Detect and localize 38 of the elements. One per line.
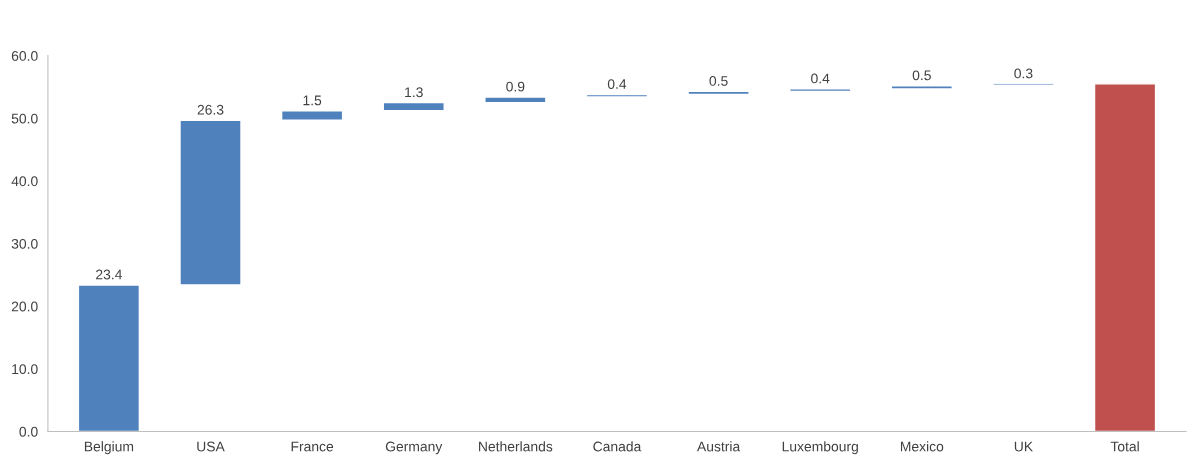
bar (280, 110, 344, 121)
bar (687, 90, 750, 96)
data-label: 0.5 (912, 70, 931, 81)
x-tick-label: Netherlands (479, 441, 553, 452)
x-tick-label: Mexico (900, 441, 944, 452)
data-label: 0.3 (1014, 68, 1033, 79)
y-tick-label: 50.0 (11, 113, 38, 124)
bar (77, 284, 141, 432)
data-label: 0.4 (607, 79, 627, 89)
bar (484, 96, 547, 104)
data-label: 0.9 (506, 81, 525, 92)
data-label: 23.4 (96, 269, 122, 280)
x-tick-label: UK (1014, 441, 1033, 452)
x-tick-label: Austria (697, 441, 741, 452)
x-tick-label: USA (197, 441, 225, 452)
y-tick-label: 60.0 (11, 51, 38, 61)
y-tick-label: 10.0 (12, 364, 38, 375)
x-tick-label: Luxembourg (782, 441, 858, 455)
data-label: 26.3 (197, 104, 224, 115)
y-tick-label: 0.0 (19, 426, 38, 437)
bar (382, 101, 445, 112)
data-label: 1.5 (303, 95, 322, 106)
bar (789, 88, 852, 93)
x-tick-label: Belgium (84, 441, 134, 455)
y-tick-label: 20.0 (11, 301, 38, 312)
bar (1093, 83, 1157, 432)
bar (179, 119, 242, 286)
data-label: 1.3 (405, 87, 423, 98)
x-tick-label: Canada (593, 441, 642, 452)
x-tick-label: France (291, 441, 334, 452)
y-tick-label: 30.0 (11, 238, 38, 249)
x-tick-label: Total (1110, 441, 1139, 452)
data-label: 0.4 (811, 73, 830, 84)
y-tick-label: 40.0 (11, 176, 38, 187)
bar (585, 93, 649, 98)
data-label: 0.5 (709, 76, 728, 86)
x-tick-label: Germany (385, 441, 443, 455)
bar (890, 85, 953, 90)
